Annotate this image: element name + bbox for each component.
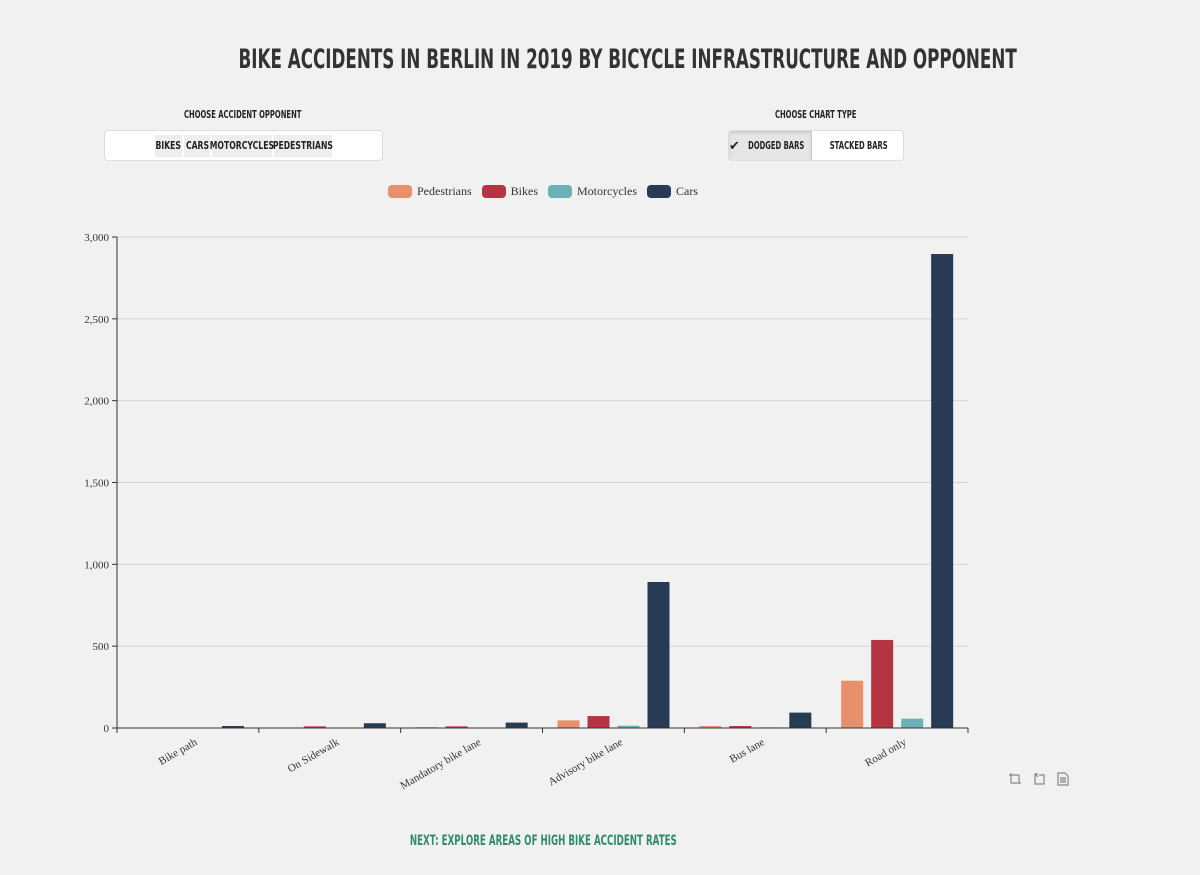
y-tick-label: 0 — [104, 723, 110, 735]
bar-motorcycles — [901, 718, 924, 728]
y-tick-label: 1,000 — [84, 559, 109, 571]
bar-pedestrians — [557, 720, 580, 728]
x-tick-label: Advisory bike lane — [546, 736, 625, 788]
data-view-icon[interactable] — [1056, 772, 1070, 786]
y-tick-label: 2,000 — [84, 396, 109, 408]
legend-item-pedestrians[interactable]: Pedestrians — [388, 184, 472, 199]
bar-motorcycles — [617, 725, 640, 728]
opponent-chip-bikes[interactable]: BIKES — [155, 134, 182, 157]
dodged-bars-button[interactable]: ✔ DODGED BARS — [729, 131, 813, 160]
legend-swatch — [548, 185, 572, 198]
y-tick-label: 2,500 — [84, 314, 109, 326]
x-tick-label: Bike path — [157, 736, 200, 768]
legend-label: Pedestrians — [417, 184, 472, 198]
chart-legend: Pedestrians Bikes Motorcycles Cars — [0, 184, 1086, 199]
x-tick-label: Bus lane — [728, 736, 767, 766]
bar-cars — [363, 723, 386, 728]
opponent-chip-cars[interactable]: CARS — [184, 134, 210, 157]
legend-item-cars[interactable]: Cars — [646, 184, 698, 199]
legend-item-bikes[interactable]: Bikes — [481, 184, 538, 199]
y-tick-label: 1,500 — [84, 478, 109, 490]
bar-cars — [789, 712, 812, 728]
opponent-filter-label: CHOOSE ACCIDENT OPPONENT — [184, 108, 302, 121]
chart-type-toggle[interactable]: ✔ DODGED BARS STACKED BARS — [728, 130, 904, 161]
bar-bikes — [445, 726, 468, 728]
zoom-reset-icon[interactable] — [1032, 772, 1046, 786]
checkmark-icon: ✔ — [729, 137, 740, 153]
opponent-chip-pedestrians[interactable]: PEDESTRIANS — [273, 134, 333, 157]
opponent-filter[interactable]: BIKES CARS MOTORCYCLES PEDESTRIANS — [104, 130, 383, 161]
bar-bikes — [303, 726, 326, 728]
page-title: BIKE ACCIDENTS IN BERLIN IN 2019 BY BICY… — [238, 44, 1017, 75]
x-tick-label: Road only — [863, 736, 909, 769]
bar-bikes — [729, 726, 752, 728]
legend-label: Motorcycles — [577, 184, 637, 198]
legend-swatch — [646, 185, 671, 198]
stacked-bars-button[interactable]: STACKED BARS — [830, 139, 889, 152]
chart-toolbox — [1008, 772, 1070, 786]
legend-item-motorcycles[interactable]: Motorcycles — [548, 184, 637, 199]
y-tick-label: 500 — [93, 641, 110, 653]
bar-cars — [931, 254, 954, 728]
next-page-link[interactable]: NEXT: EXPLORE AREAS OF HIGH BIKE ACCIDEN… — [409, 833, 677, 849]
bar-pedestrians — [699, 726, 722, 728]
zoom-icon[interactable] — [1008, 772, 1022, 786]
x-tick-label: On Sidewalk — [286, 736, 342, 775]
bar-cars — [505, 722, 528, 728]
x-tick-label: Mandatory bike lane — [398, 736, 483, 792]
legend-label: Bikes — [510, 184, 538, 198]
legend-label: Cars — [675, 184, 698, 198]
bar-bikes — [587, 716, 610, 728]
y-tick-label: 3,000 — [84, 232, 109, 244]
legend-swatch — [481, 185, 506, 198]
bar-cars — [647, 582, 670, 728]
opponent-chip-motorcycles[interactable]: MOTORCYCLES — [210, 134, 274, 157]
chart-type-label: CHOOSE CHART TYPE — [775, 108, 857, 121]
bar-cars — [222, 726, 244, 728]
bar-bikes — [871, 639, 894, 728]
legend-swatch — [388, 185, 412, 198]
bar-pedestrians — [841, 680, 864, 728]
